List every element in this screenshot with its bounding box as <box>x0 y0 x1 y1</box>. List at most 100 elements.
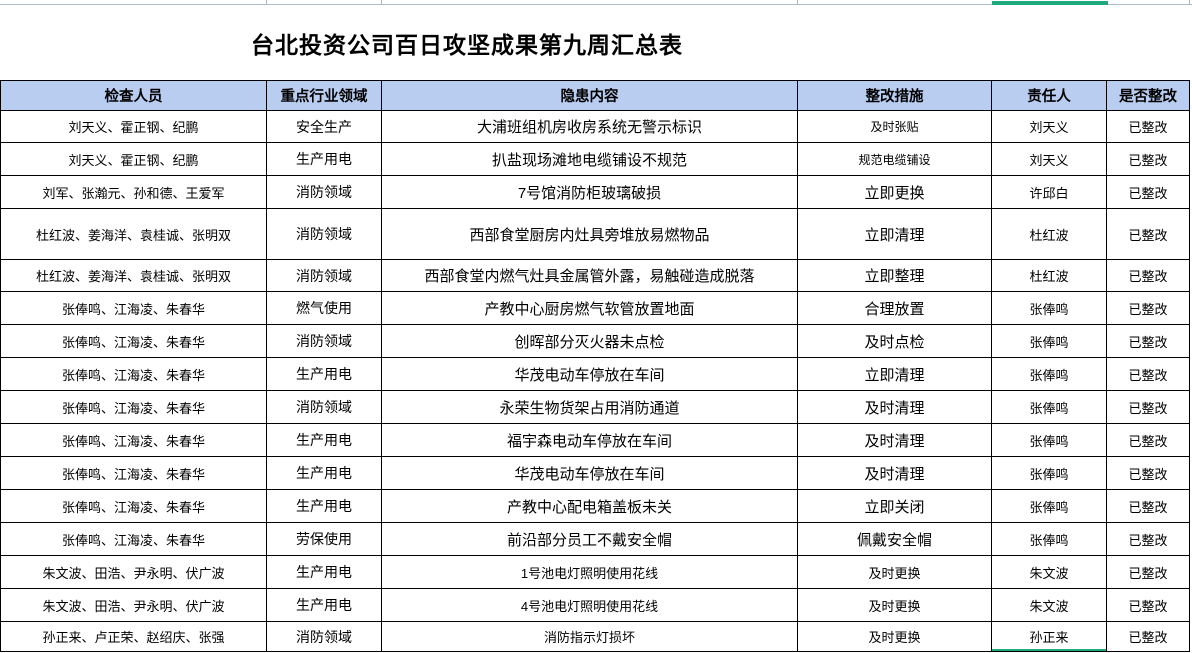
cell-hazard[interactable]: 创晖部分灭火器未点检 <box>381 324 798 358</box>
cell-status[interactable]: 已整改 <box>1106 555 1190 589</box>
cell-measure[interactable]: 及时更换 <box>797 555 992 589</box>
cell-field[interactable]: 燃气使用 <box>266 291 382 325</box>
header-hazard[interactable]: 隐患内容 <box>381 80 798 111</box>
cell-measure[interactable]: 及时更换 <box>797 621 992 652</box>
cell-field[interactable]: 消防领域 <box>266 175 382 209</box>
cell-inspectors[interactable]: 张俸鸣、江海凌、朱春华 <box>0 357 267 391</box>
cell-measure[interactable]: 立即清理 <box>797 208 992 260</box>
cell-status[interactable]: 已整改 <box>1106 208 1190 260</box>
cell-hazard[interactable]: 永荣生物货架占用消防通道 <box>381 390 798 424</box>
cell-status[interactable]: 已整改 <box>1106 175 1190 209</box>
cell-hazard[interactable]: 西部食堂厨房内灶具旁堆放易燃物品 <box>381 208 798 260</box>
cell-inspectors[interactable]: 张俸鸣、江海凌、朱春华 <box>0 390 267 424</box>
cell-measure[interactable]: 佩戴安全帽 <box>797 522 992 556</box>
cell-owner[interactable]: 张俸鸣 <box>991 357 1107 391</box>
cell-field[interactable]: 消防领域 <box>266 259 382 292</box>
cell-status[interactable]: 已整改 <box>1106 357 1190 391</box>
header-owner[interactable]: 责任人 <box>991 80 1107 111</box>
cell-status[interactable]: 已整改 <box>1106 456 1190 490</box>
cell-measure[interactable]: 立即整理 <box>797 259 992 292</box>
cell-owner[interactable]: 杜红波 <box>991 259 1107 292</box>
cell-hazard[interactable]: 4号池电灯照明使用花线 <box>381 588 798 622</box>
header-measure[interactable]: 整改措施 <box>797 80 992 111</box>
cell-field[interactable]: 生产用电 <box>266 456 382 490</box>
cell-hazard[interactable]: 西部食堂内燃气灶具金属管外露，易触碰造成脱落 <box>381 259 798 292</box>
cell-hazard[interactable]: 产教中心厨房燃气软管放置地面 <box>381 291 798 325</box>
cell-measure[interactable]: 及时清理 <box>797 456 992 490</box>
header-inspectors[interactable]: 检查人员 <box>0 80 267 111</box>
cell-measure[interactable]: 及时张贴 <box>797 110 992 143</box>
cell-hazard[interactable]: 华茂电动车停放在车间 <box>381 357 798 391</box>
cell-owner[interactable]: 张俸鸣 <box>991 522 1107 556</box>
cell-field[interactable]: 生产用电 <box>266 357 382 391</box>
cell-owner[interactable]: 张俸鸣 <box>991 456 1107 490</box>
cell-status[interactable]: 已整改 <box>1106 324 1190 358</box>
cell-measure[interactable]: 及时更换 <box>797 588 992 622</box>
cell-field[interactable]: 消防领域 <box>266 208 382 260</box>
cell-measure[interactable]: 及时点检 <box>797 324 992 358</box>
cell-measure[interactable]: 立即关闭 <box>797 489 992 523</box>
header-status[interactable]: 是否整改 <box>1106 80 1190 111</box>
cell-hazard[interactable]: 华茂电动车停放在车间 <box>381 456 798 490</box>
cell-measure[interactable]: 合理放置 <box>797 291 992 325</box>
cell-field[interactable]: 消防领域 <box>266 324 382 358</box>
cell-status[interactable]: 已整改 <box>1106 390 1190 424</box>
cell-owner[interactable]: 刘天义 <box>991 110 1107 143</box>
cell-inspectors[interactable]: 杜红波、姜海洋、袁桂诚、张明双 <box>0 259 267 292</box>
cell-status[interactable]: 已整改 <box>1106 522 1190 556</box>
cell-hazard[interactable]: 前沿部分员工不戴安全帽 <box>381 522 798 556</box>
cell-status[interactable]: 已整改 <box>1106 621 1190 652</box>
header-field[interactable]: 重点行业领域 <box>266 80 382 111</box>
cell-owner[interactable]: 张俸鸣 <box>991 291 1107 325</box>
cell-field[interactable]: 生产用电 <box>266 423 382 457</box>
cell-inspectors[interactable]: 杜红波、姜海洋、袁桂诚、张明双 <box>0 208 267 260</box>
cell-owner[interactable]: 张俸鸣 <box>991 489 1107 523</box>
cell-inspectors[interactable]: 刘天义、霍正钢、纪鹏 <box>0 142 267 176</box>
cell-measure[interactable]: 及时清理 <box>797 390 992 424</box>
cell-inspectors[interactable]: 刘天义、霍正钢、纪鹏 <box>0 110 267 143</box>
cell-field[interactable]: 生产用电 <box>266 142 382 176</box>
cell-inspectors[interactable]: 朱文波、田浩、尹永明、伏广波 <box>0 555 267 589</box>
cell-hazard[interactable]: 消防指示灯损坏 <box>381 621 798 652</box>
cell-inspectors[interactable]: 孙正来、卢正荣、赵绍庆、张强 <box>0 621 267 652</box>
cell-inspectors[interactable]: 张俸鸣、江海凌、朱春华 <box>0 324 267 358</box>
cell-status[interactable]: 已整改 <box>1106 259 1190 292</box>
cell-owner[interactable]: 张俸鸣 <box>991 390 1107 424</box>
cell-measure[interactable]: 规范电缆铺设 <box>797 142 992 176</box>
cell-owner[interactable]: 张俸鸣 <box>991 423 1107 457</box>
cell-field[interactable]: 安全生产 <box>266 110 382 143</box>
cell-owner[interactable]: 张俸鸣 <box>991 324 1107 358</box>
cell-hazard[interactable]: 大浦班组机房收房系统无警示标识 <box>381 110 798 143</box>
cell-hazard[interactable]: 7号馆消防柜玻璃破损 <box>381 175 798 209</box>
cell-inspectors[interactable]: 张俸鸣、江海凌、朱春华 <box>0 423 267 457</box>
cell-owner[interactable]: 孙正来 <box>991 621 1107 652</box>
cell-owner[interactable]: 杜红波 <box>991 208 1107 260</box>
cell-measure[interactable]: 立即清理 <box>797 357 992 391</box>
cell-field[interactable]: 劳保使用 <box>266 522 382 556</box>
cell-inspectors[interactable]: 张俸鸣、江海凌、朱春华 <box>0 489 267 523</box>
cell-inspectors[interactable]: 张俸鸣、江海凌、朱春华 <box>0 291 267 325</box>
cell-owner[interactable]: 朱文波 <box>991 555 1107 589</box>
cell-field[interactable]: 生产用电 <box>266 555 382 589</box>
cell-field[interactable]: 消防领域 <box>266 621 382 652</box>
cell-hazard[interactable]: 产教中心配电箱盖板未关 <box>381 489 798 523</box>
cell-owner[interactable]: 刘天义 <box>991 142 1107 176</box>
cell-status[interactable]: 已整改 <box>1106 142 1190 176</box>
cell-hazard[interactable]: 1号池电灯照明使用花线 <box>381 555 798 589</box>
title-cell[interactable]: 台北投资公司百日攻坚成果第九周汇总表 <box>0 5 934 80</box>
cell-measure[interactable]: 及时清理 <box>797 423 992 457</box>
cell-inspectors[interactable]: 朱文波、田浩、尹永明、伏广波 <box>0 588 267 622</box>
cell-field[interactable]: 生产用电 <box>266 588 382 622</box>
cell-status[interactable]: 已整改 <box>1106 489 1190 523</box>
cell-status[interactable]: 已整改 <box>1106 291 1190 325</box>
cell-inspectors[interactable]: 张俸鸣、江海凌、朱春华 <box>0 456 267 490</box>
cell-status[interactable]: 已整改 <box>1106 110 1190 143</box>
cell-inspectors[interactable]: 刘军、张瀚元、孙和德、王爱军 <box>0 175 267 209</box>
cell-owner[interactable]: 许邱白 <box>991 175 1107 209</box>
cell-hazard[interactable]: 福宇森电动车停放在车间 <box>381 423 798 457</box>
cell-hazard[interactable]: 扒盐现场滩地电缆铺设不规范 <box>381 142 798 176</box>
cell-owner[interactable]: 朱文波 <box>991 588 1107 622</box>
cell-status[interactable]: 已整改 <box>1106 588 1190 622</box>
cell-inspectors[interactable]: 张俸鸣、江海凌、朱春华 <box>0 522 267 556</box>
cell-field[interactable]: 消防领域 <box>266 390 382 424</box>
